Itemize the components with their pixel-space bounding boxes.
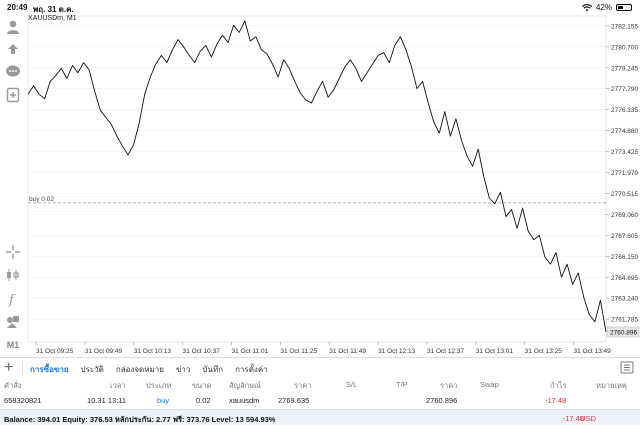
trade-icon[interactable] <box>4 40 22 58</box>
y-tick-label: 2770.515 <box>611 191 638 198</box>
status-right: 42% <box>581 3 632 12</box>
timeframe-label: M1 <box>6 340 20 350</box>
balance-summary: Balance: 394.01 Equity: 376.53 หลักประกั… <box>4 415 276 424</box>
current-price-label: 2760.896 <box>610 329 637 336</box>
row-order: 658320821 <box>4 396 42 405</box>
chart-svg: 2782.155 2780.700 2779.245 2777.790 2776.335… <box>27 15 640 355</box>
tab-history[interactable]: ประวัติ <box>80 365 104 374</box>
function-icon[interactable]: f <box>4 290 22 308</box>
tab-trade[interactable]: การซื้อขาย <box>30 365 69 374</box>
x-tick-label: 31 Oct 13:25 <box>525 348 563 355</box>
add-document-icon[interactable] <box>4 86 22 104</box>
row-price: 2769.635 <box>278 396 310 405</box>
order-line-label: buy 0.02 <box>29 196 54 203</box>
x-tick-label: 31 Oct 11:49 <box>329 348 366 355</box>
timeframe-button[interactable]: M1 <box>4 336 22 354</box>
y-tick-label: 2780.700 <box>611 44 638 51</box>
bottom-tabs-bar: + การซื้อขาย ประวัติ กล่องจดหมาย ข่าว บั… <box>0 357 640 377</box>
x-tick-label: 31 Oct 13:49 <box>574 348 612 355</box>
tabs: การซื้อขาย ประวัติ กล่องจดหมาย ข่าว บันท… <box>30 363 280 376</box>
y-tick-label: 2777.790 <box>611 86 638 93</box>
chart-symbol-label: XAUUSDm, M1 <box>28 15 77 22</box>
battery-percent: 42% <box>595 3 612 12</box>
y-tick-label: 2766.150 <box>611 254 638 261</box>
battery-icon <box>616 4 632 11</box>
y-tick-label: 2764.695 <box>611 275 638 282</box>
y-tick-label: 2773.425 <box>611 149 638 156</box>
y-tick-label: 2771.970 <box>611 170 638 177</box>
tab-news[interactable]: ข่าว <box>175 365 191 374</box>
objects-icon[interactable] <box>4 313 22 331</box>
status-date: พฤ. 31 ต.ค. <box>33 5 74 14</box>
tab-journal[interactable]: บันทึก <box>202 365 224 374</box>
status-time: 20:49 <box>7 3 28 12</box>
y-tick-label: 2769.060 <box>611 212 638 219</box>
x-tick-label: 31 Oct 11:25 <box>280 348 317 355</box>
y-tick-label: 2767.605 <box>611 233 638 240</box>
y-tick-label: 2779.245 <box>611 65 638 72</box>
row-time: 10.31 13:11 <box>87 396 127 405</box>
indicators-icon[interactable] <box>4 266 22 284</box>
balance-bar: Balance: 394.01 Equity: 376.53 หลักประกั… <box>0 409 640 425</box>
tab-settings[interactable]: การตั้งค่า <box>235 365 268 374</box>
tab-mailbox[interactable]: กล่องจดหมาย <box>115 365 164 374</box>
x-tick-label: 31 Oct 10:37 <box>183 348 221 355</box>
row-type: buy <box>157 396 170 405</box>
header-current-price: ราคา <box>440 381 458 390</box>
row-current-price: 2760.896 <box>426 396 458 405</box>
header-sl: S/L <box>346 380 358 389</box>
price-series-line <box>27 20 607 332</box>
y-tick-label: 2776.335 <box>611 107 638 114</box>
header-type: ประเภท <box>146 381 172 390</box>
current-price-tag <box>606 326 640 338</box>
x-tick-label: 31 Oct 11:01 <box>231 348 268 355</box>
orders-table-header: คำสั่ง เวลา ประเภท ขนาด สัญลักษณ์ ราคา S… <box>0 378 640 392</box>
y-tick-label: 2782.155 <box>611 23 638 30</box>
header-volume: ขนาด <box>192 381 212 390</box>
x-tick-label: 31 Oct 09:49 <box>85 348 123 355</box>
row-profit: -17.48 <box>545 396 567 405</box>
x-tick-label: 31 Oct 13:01 <box>476 348 514 355</box>
table-row[interactable]: 658320821 10.31 13:11 buy 0.02 xauusdm 2… <box>0 394 640 409</box>
header-comment: หมายเหตุ <box>596 381 627 390</box>
price-chart[interactable]: 2782.155 2780.700 2779.245 2777.790 2776.335… <box>26 14 640 356</box>
header-time: เวลา <box>110 381 126 390</box>
add-tab-button[interactable]: + <box>4 359 14 376</box>
tabs-divider <box>22 361 23 374</box>
x-tick-label: 31 Oct 12:13 <box>378 348 416 355</box>
x-tick-label: 31 Oct 10:13 <box>134 348 172 355</box>
y-tick-label: 2774.880 <box>611 128 638 135</box>
header-order: คำสั่ง <box>4 381 22 390</box>
collapse-panel-icon[interactable] <box>620 361 634 374</box>
header-profit: กำไร <box>550 381 567 390</box>
status-bar: 20:49 พฤ. 31 ต.ค. 42% <box>0 0 640 14</box>
chat-icon[interactable] <box>4 63 22 81</box>
left-toolbar: f M1 <box>0 14 26 356</box>
x-tick-label: 31 Oct 12:37 <box>427 348 465 355</box>
crosshair-icon[interactable] <box>4 243 22 261</box>
svg-text:f: f <box>8 293 16 307</box>
y-tick-label: 2763.240 <box>611 296 638 303</box>
row-symbol: xauusdm <box>229 396 260 405</box>
row-volume: 0.02 <box>196 396 211 405</box>
header-swap: Swap <box>480 380 499 389</box>
header-symbol: สัญลักษณ์ <box>229 381 262 390</box>
account-icon[interactable] <box>4 18 22 36</box>
balance-currency: USD <box>580 414 596 423</box>
header-tp: T/P <box>396 380 408 389</box>
wifi-icon <box>581 3 592 11</box>
header-price: ราคา <box>294 381 312 390</box>
plot-frame <box>27 15 607 343</box>
x-tick-label: 31 Oct 09:25 <box>36 348 74 355</box>
y-tick-label: 2761.785 <box>611 317 638 324</box>
balance-profit: -17.48 <box>562 414 584 423</box>
